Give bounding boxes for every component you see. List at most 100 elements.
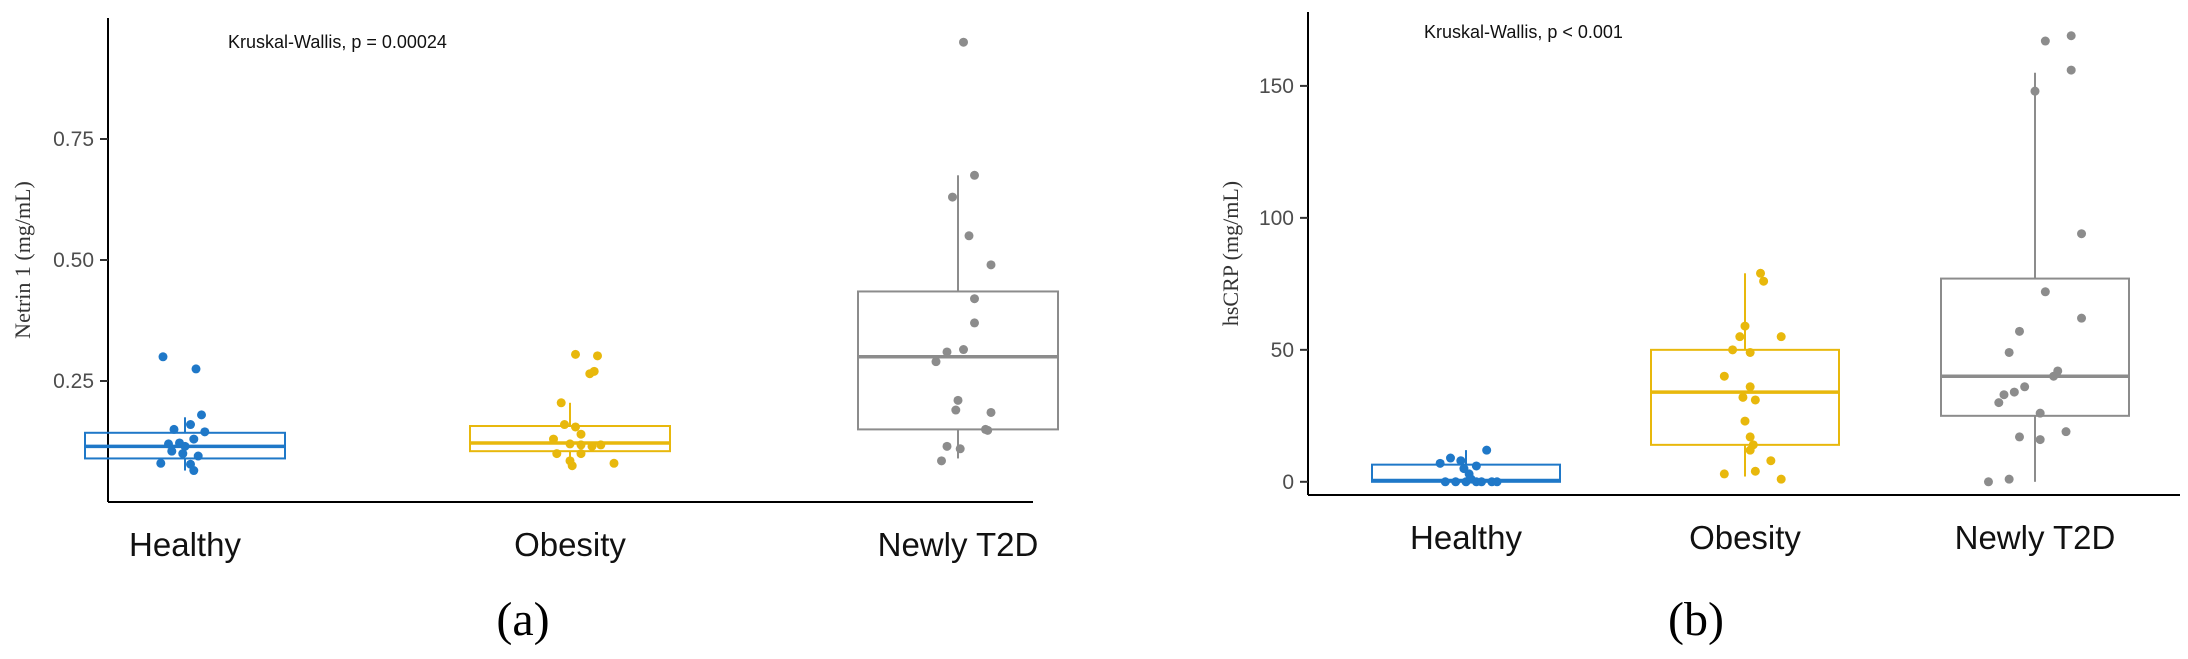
obesity-data-point [576,449,586,459]
newly-t2d-box [1940,277,2130,417]
panel-b: Kruskal-Wallis, p < 0.001 hsCRP (mg/mL) … [1218,12,2180,646]
newly-t2d-data-point [2066,31,2076,41]
panel-a-categories: Healthy Obesity Newly T2D [129,526,1038,563]
newly-t2d-data-point [2049,371,2059,381]
newly-t2d-data-point [2035,408,2045,418]
obesity-data-point [571,422,580,432]
newly-t2d-data-point [2061,427,2071,437]
newly-t2d-data-point [970,318,979,328]
healthy-data-point [186,420,195,430]
y-tick-label: 50 [1271,339,1294,362]
obesity-data-point [552,449,562,459]
obesity-data-point [1740,416,1750,426]
healthy-data-point [1492,477,1502,487]
newly-t2d-data-point [951,405,961,415]
newly-t2d-data-point [2035,435,2045,445]
obesity-data-point [1766,456,1776,466]
healthy-data-point [189,466,199,476]
obesity-data-point [1740,321,1750,331]
healthy-data-point [191,364,201,374]
category-label-healthy: Healthy [1410,519,1522,556]
healthy-data-point [1477,477,1487,487]
newly-t2d-data-point [986,407,996,417]
panel-a-y-label: Netrin 1 (mg/mL) [10,181,35,339]
obesity-data-point [1750,395,1760,405]
healthy-data-point [158,352,168,362]
newly-t2d-data-point [942,347,952,357]
obesity-data-point [1745,382,1755,392]
newly-t2d-data-point [2020,382,2030,392]
newly-t2d-data-point [948,192,957,202]
panel-b-label: (b) [1668,593,1724,646]
newly-t2d-data-point [2040,287,2050,297]
healthy-data-point [1440,477,1450,487]
obesity-data-point [1738,392,1748,402]
healthy-data-point [193,451,203,461]
obesity-data-point [1745,445,1755,455]
obesity-data-point [1759,276,1769,286]
healthy-data-point [1435,458,1445,468]
obesity-box [469,425,671,453]
category-label-healthy: Healthy [129,526,241,563]
panel-a-points [156,37,996,476]
panel-b-y-ticks: 0 50 100 150 [1259,75,1308,494]
healthy-data-point [1482,445,1492,455]
newly-t2d-data-point [953,395,963,405]
healthy-data-point [197,410,206,420]
newly-t2d-data-point [2077,313,2087,323]
newly-t2d-data-point [1999,390,2009,400]
newly-t2d-data-point [931,357,941,367]
y-tick-label: 100 [1259,207,1294,230]
panel-a-label: (a) [496,593,549,646]
obesity-data-point [565,439,575,449]
obesity-data-point [1719,371,1729,381]
obesity-data-point [571,349,580,359]
panel-b-points [1435,31,2087,487]
healthy-data-point [200,427,210,437]
healthy-data-point [164,439,173,449]
obesity-data-point [609,458,619,468]
y-tick-label: 150 [1259,75,1294,98]
newly-t2d-data-point [970,294,979,304]
category-label-newly-t2d: Newly T2D [878,526,1039,563]
newly-t2d-data-point [2004,474,2014,484]
obesity-data-point [587,441,597,451]
healthy-data-point [1445,453,1455,463]
obesity-data-point [593,351,602,361]
newly-t2d-data-point [2014,432,2024,442]
healthy-data-point [180,441,190,451]
panel-a-annotation: Kruskal-Wallis, p = 0.00024 [228,32,447,52]
obesity-data-point [567,461,577,471]
newly-t2d-data-point [959,37,968,47]
panel-a: Kruskal-Wallis, p = 0.00024 Netrin 1 (mg… [10,18,1059,646]
healthy-data-point [1471,461,1481,471]
obesity-data-point [560,420,569,430]
obesity-data-point [556,398,566,408]
obesity-data-point [1745,347,1755,357]
obesity-data-point [585,369,595,379]
y-tick-label: 0.25 [53,370,94,393]
obesity-data-point [576,440,586,450]
panel-b-categories: Healthy Obesity Newly T2D [1410,519,2115,556]
obesity-data-point [549,434,558,444]
y-tick-label: 0.50 [53,249,94,272]
obesity-data-point [1728,345,1738,355]
category-label-obesity: Obesity [1689,519,1801,556]
newly-t2d-data-point [937,456,946,466]
newly-t2d-data-point [983,425,993,435]
category-label-newly-t2d: Newly T2D [1955,519,2116,556]
obesity-data-point [1776,474,1786,484]
obesity-data-point [596,440,606,450]
newly-t2d-data-point [942,441,952,451]
category-label-obesity: Obesity [514,526,626,563]
y-tick-label: 0.75 [53,128,94,151]
newly-t2d-data-point [2009,387,2019,397]
obesity-data-point [1719,469,1729,479]
newly-t2d-data-point [2030,86,2040,96]
obesity-data-point [576,429,586,439]
healthy-data-point [1456,456,1466,466]
newly-t2d-data-point [2077,229,2087,239]
obesity-data-point [1745,432,1755,442]
newly-t2d-data-point [959,345,968,355]
